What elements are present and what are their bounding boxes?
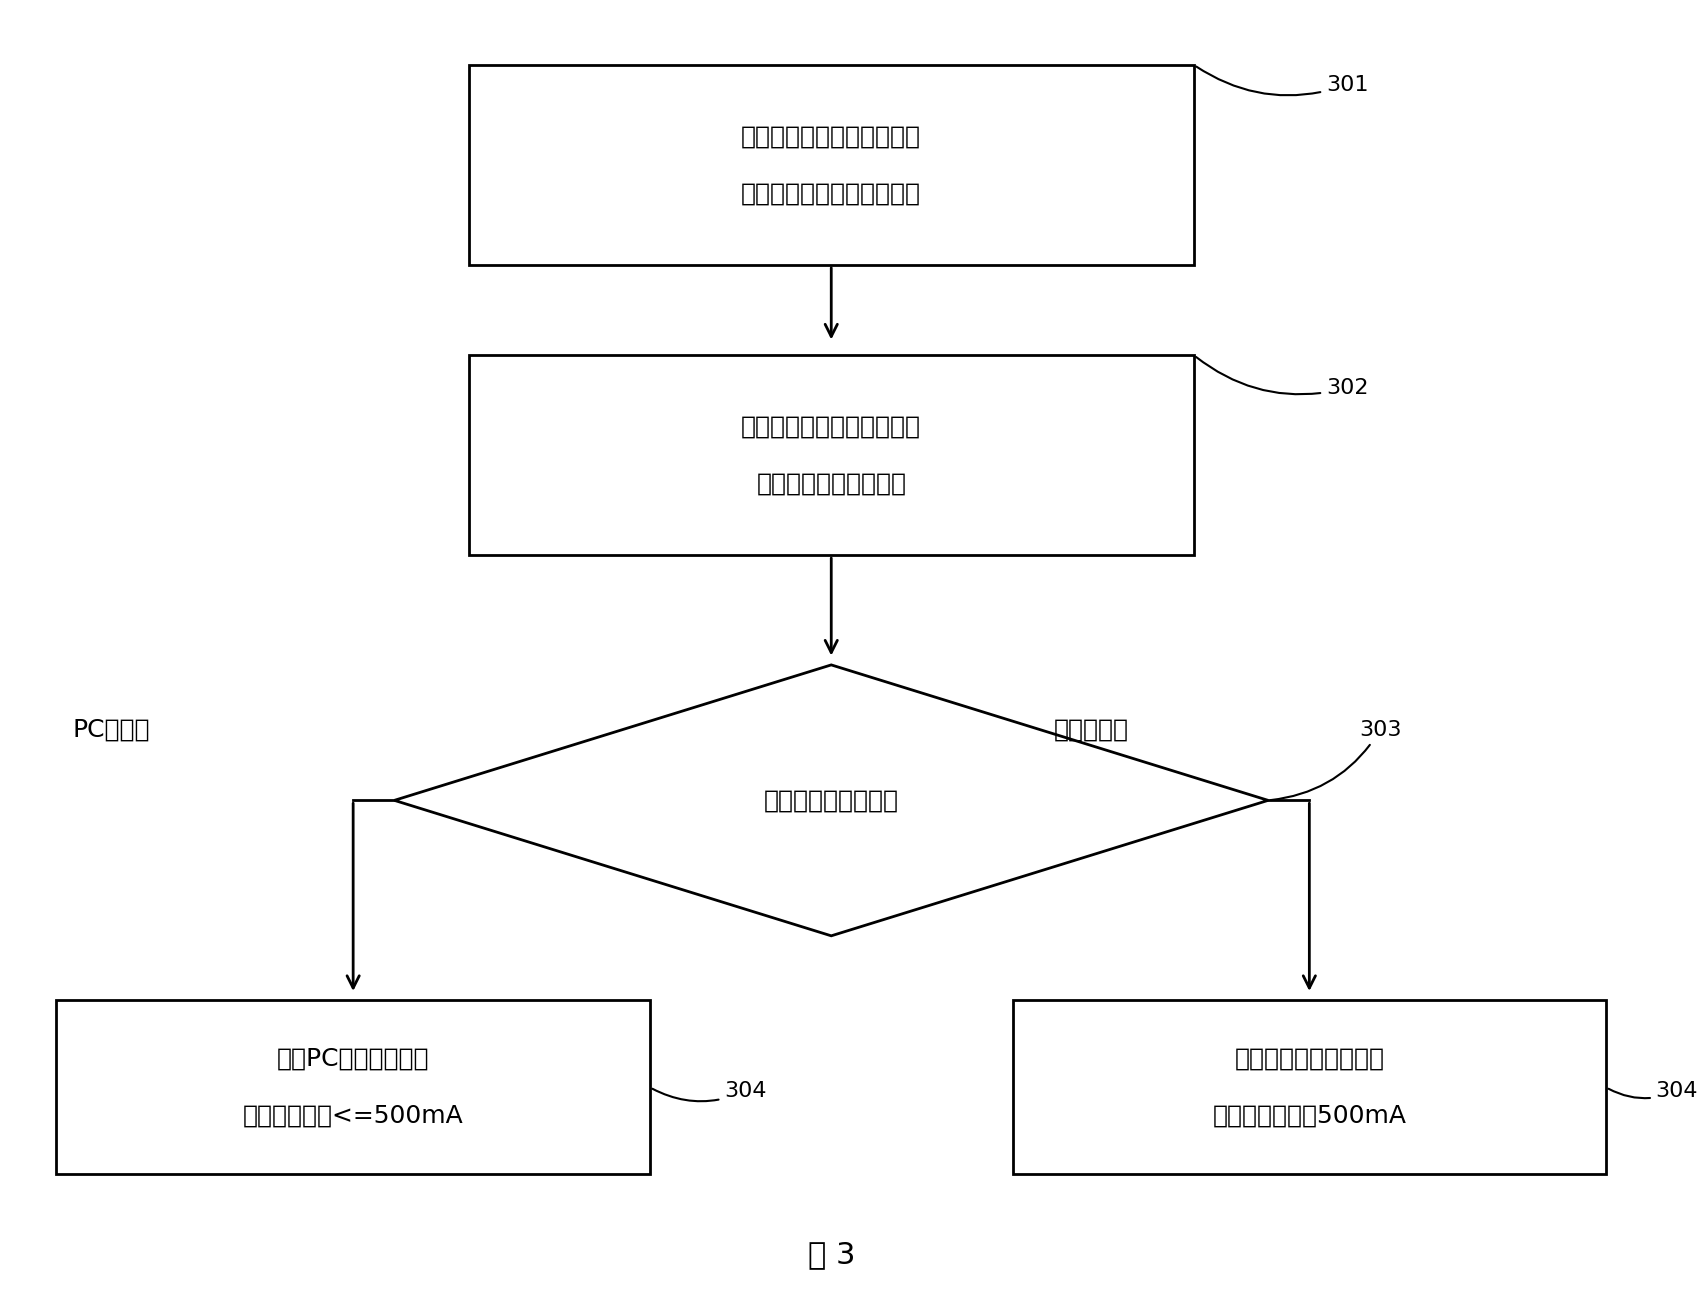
Polygon shape — [394, 665, 1269, 936]
Text: 304: 304 — [653, 1081, 767, 1102]
Text: 充电器充电: 充电器充电 — [1054, 717, 1129, 742]
Text: 限定输入电流<=500mA: 限定输入电流<=500mA — [242, 1103, 464, 1128]
Bar — [469, 355, 1194, 556]
Bar — [56, 1000, 650, 1175]
Text: 允许充电电流＞500mA: 允许充电电流＞500mA — [1212, 1103, 1407, 1128]
Text: 进入充电器充电模式；: 进入充电器充电模式； — [1234, 1047, 1384, 1071]
Text: 进入PC机充电模式；: 进入PC机充电模式； — [276, 1047, 430, 1071]
Text: 线的电位状态进行检测: 线的电位状态进行检测 — [757, 472, 907, 496]
Text: 信号线上连接电压上拉支路: 信号线上连接电压上拉支路 — [742, 181, 921, 205]
Bar — [469, 65, 1194, 265]
Text: PC机充电: PC机充电 — [73, 717, 150, 742]
Bar — [1013, 1000, 1606, 1175]
Text: 判断外接设备的类型: 判断外接设备的类型 — [764, 789, 899, 812]
Text: 对接口的另外一条数据信号: 对接口的另外一条数据信号 — [742, 415, 921, 439]
Text: 302: 302 — [1197, 357, 1369, 398]
Text: 304: 304 — [1608, 1081, 1698, 1101]
Text: 303: 303 — [1270, 720, 1402, 801]
Text: 301: 301 — [1197, 67, 1369, 95]
Text: 图 3: 图 3 — [808, 1240, 854, 1269]
Text: 选择在接口的其中一条数据: 选择在接口的其中一条数据 — [742, 125, 921, 149]
